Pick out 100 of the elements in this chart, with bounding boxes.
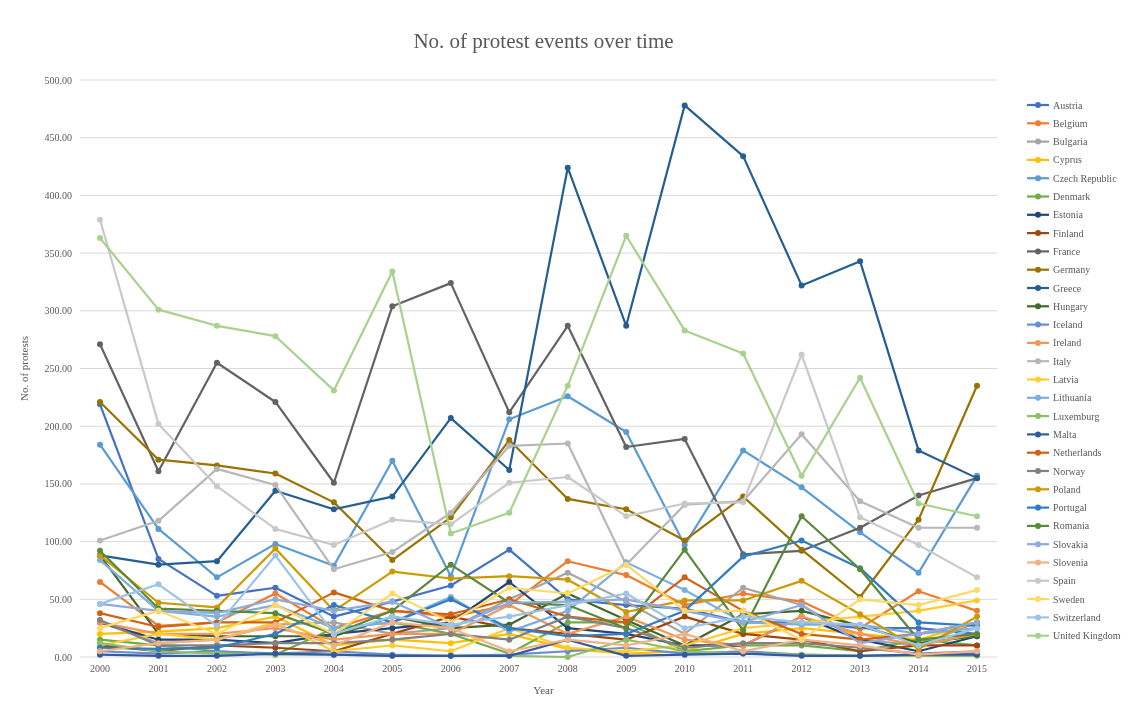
- point: [974, 597, 980, 604]
- point: [213, 558, 220, 565]
- point: [798, 472, 805, 479]
- x-tick-label: 2002: [206, 663, 227, 674]
- x-tick-label: 2008: [557, 663, 578, 674]
- x-tick-label: 2000: [90, 663, 110, 674]
- point: [97, 630, 103, 637]
- point: [155, 468, 162, 475]
- point: [564, 576, 571, 583]
- point: [857, 258, 864, 265]
- point: [506, 636, 513, 643]
- legend-label: Slovenia: [1053, 557, 1089, 568]
- point: [97, 441, 103, 448]
- point: [506, 578, 513, 585]
- point: [155, 420, 162, 427]
- legend-label: Denmark: [1053, 191, 1091, 202]
- point: [798, 484, 805, 491]
- point: [564, 322, 571, 329]
- point: [389, 568, 396, 575]
- point: [389, 557, 396, 564]
- legend-label: Cyprus: [1053, 154, 1082, 166]
- point: [389, 516, 396, 523]
- y-tick-label: 0.00: [54, 651, 72, 663]
- point: [798, 351, 805, 358]
- point: [623, 506, 630, 513]
- x-tick-label: 2004: [323, 663, 344, 674]
- x-tick-label: 2010: [674, 663, 695, 674]
- point: [681, 597, 688, 604]
- point: [272, 540, 279, 547]
- y-tick-label: 450.00: [44, 132, 72, 144]
- point: [623, 572, 630, 579]
- point: [389, 590, 396, 597]
- point: [155, 306, 162, 313]
- point: [740, 584, 747, 591]
- point: [681, 587, 688, 594]
- point: [623, 513, 630, 520]
- point: [798, 537, 805, 544]
- point: [623, 322, 630, 329]
- legend-label: Malta: [1053, 428, 1077, 440]
- point: [681, 625, 688, 632]
- point: [564, 607, 571, 614]
- point: [857, 514, 864, 521]
- point: [330, 479, 337, 486]
- legend-label: Austria: [1053, 99, 1083, 111]
- y-tick-label: 400.00: [44, 189, 72, 201]
- point: [506, 573, 513, 580]
- point: [272, 398, 279, 405]
- point: [740, 447, 747, 454]
- legend-label: Ireland: [1053, 337, 1082, 349]
- point: [330, 589, 337, 596]
- point: [974, 587, 980, 594]
- point: [564, 625, 571, 632]
- point: [506, 613, 513, 620]
- legend-label: Italy: [1053, 355, 1072, 367]
- legend-label: Czech Republic: [1053, 172, 1118, 184]
- point: [330, 602, 337, 609]
- point: [213, 592, 220, 599]
- point: [798, 630, 805, 637]
- point: [447, 530, 454, 537]
- point: [681, 327, 688, 334]
- y-tick-label: 250.00: [44, 363, 72, 374]
- point: [857, 374, 864, 381]
- point: [564, 654, 571, 660]
- point: [506, 442, 513, 449]
- point: [798, 513, 805, 520]
- legend-label: Spain: [1053, 575, 1076, 587]
- point: [272, 596, 279, 603]
- point: [389, 457, 396, 464]
- point: [389, 548, 396, 555]
- legend-label: France: [1053, 245, 1081, 257]
- point: [740, 350, 747, 357]
- legend-label: Greece: [1053, 282, 1082, 294]
- x-tick-label: 2006: [440, 663, 461, 674]
- point: [915, 625, 922, 632]
- point: [857, 498, 864, 505]
- point: [506, 416, 513, 423]
- point: [681, 574, 688, 581]
- point: [564, 558, 571, 565]
- point: [272, 333, 279, 340]
- point: [213, 483, 220, 490]
- point: [564, 619, 571, 626]
- point: [330, 506, 337, 513]
- point: [623, 232, 630, 239]
- point: [389, 493, 396, 500]
- point: [564, 164, 571, 171]
- point: [272, 644, 279, 651]
- legend-label: Finland: [1053, 227, 1084, 239]
- point: [564, 473, 571, 480]
- y-tick-label: 100.00: [44, 536, 72, 548]
- point: [97, 341, 103, 348]
- point: [740, 597, 747, 604]
- point: [213, 359, 220, 366]
- point: [97, 610, 103, 617]
- point: [915, 492, 922, 499]
- point: [506, 467, 513, 474]
- point: [272, 584, 279, 591]
- point: [272, 525, 279, 532]
- legend-label: Germany: [1053, 264, 1091, 276]
- point: [623, 428, 630, 435]
- point: [681, 636, 688, 643]
